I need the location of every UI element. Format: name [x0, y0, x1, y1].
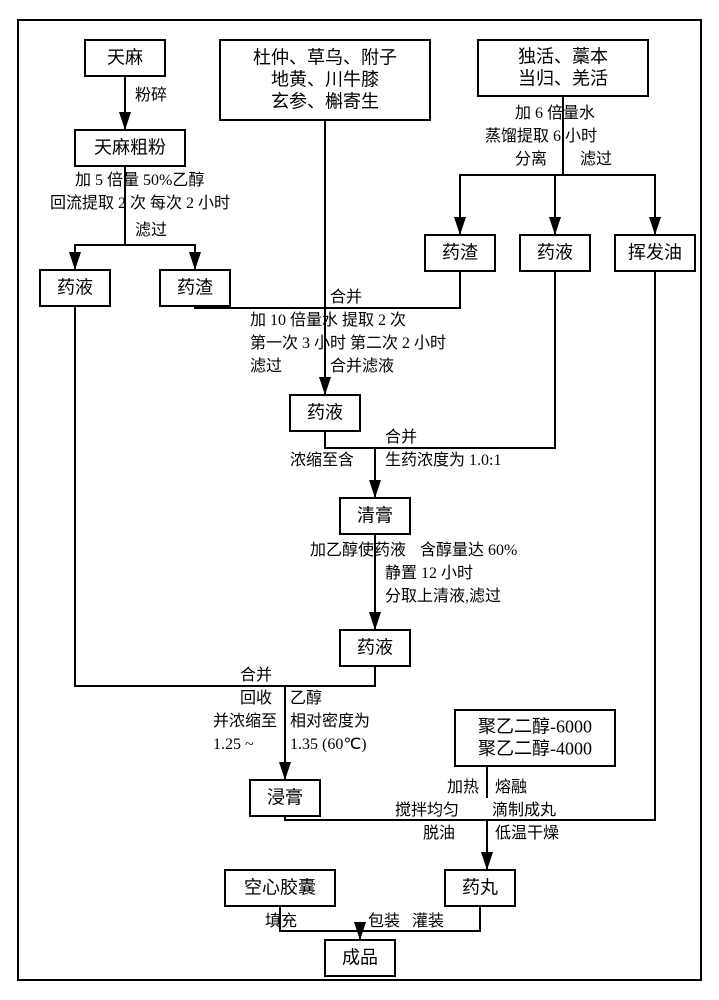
box-n14-line0: 聚乙二醇-6000 [478, 717, 592, 737]
annotation-a35: 灌装 [412, 912, 444, 930]
annotation-a33: 低温干燥 [495, 824, 559, 842]
edge-16 [285, 666, 375, 686]
edge-12 [325, 431, 375, 448]
box-n8: 药液 [40, 270, 110, 306]
box-n17-line0: 成品 [342, 948, 378, 968]
box-n4: 天麻粗粉 [75, 130, 185, 166]
box-n1: 天麻 [85, 40, 165, 76]
box-n2-line1: 地黄、川牛膝 [271, 70, 379, 90]
annotation-a12: 滤过 [250, 357, 282, 375]
box-n14-line1: 聚乙二醇-4000 [478, 739, 592, 759]
box-n12-line0: 药液 [357, 638, 393, 658]
box-n11-line0: 清膏 [357, 505, 393, 526]
box-n16: 药丸 [445, 870, 515, 906]
annotation-a19: 静置 12 小时 [385, 564, 473, 582]
annotation-a29: 熔融 [495, 778, 527, 796]
box-n14: 聚乙二醇-6000聚乙二醇-4000 [455, 710, 615, 766]
box-n8-line0: 药液 [57, 278, 93, 298]
box-n3-line0: 独活、藁本 [518, 47, 608, 67]
annotation-a27: 1.35 (60℃) [290, 736, 367, 753]
box-n2-line2: 玄参、槲寄生 [271, 92, 379, 112]
box-n9-line0: 药渣 [177, 278, 213, 298]
annotation-a28: 加热 [447, 778, 479, 796]
annotation-a9: 合并 [330, 288, 362, 306]
box-n1-line0: 天麻 [107, 48, 143, 68]
edge-2 [75, 245, 125, 270]
annotation-a17: 加乙醇使药液 [310, 541, 406, 559]
box-n10: 药液 [290, 395, 360, 431]
box-n7-line0: 挥发油 [628, 243, 682, 263]
annotation-a8: 滤过 [580, 150, 612, 168]
annotation-a25: 相对密度为 [290, 712, 370, 730]
edge-6 [555, 175, 563, 235]
edge-7 [563, 175, 655, 235]
box-n9: 药渣 [160, 270, 230, 306]
box-n2: 杜仲、草乌、附子地黄、川牛膝玄参、槲寄生 [220, 40, 430, 120]
box-n6: 药液 [520, 235, 590, 271]
edge-3 [125, 245, 195, 270]
annotation-a6: 蒸馏提取 6 小时 [485, 127, 597, 145]
annotation-a16: 生药浓度为 1.0:1 [385, 451, 501, 469]
box-n13: 浸膏 [250, 780, 320, 816]
annotation-a10: 加 10 倍量水 提取 2 次 [250, 311, 406, 329]
annotation-a32: 脱油 [423, 824, 455, 842]
annotation-a24: 并浓缩至 [213, 712, 277, 730]
box-n2-line0: 杜仲、草乌、附子 [253, 48, 397, 68]
box-n5-line0: 药渣 [442, 243, 478, 263]
annotation-a5: 加 6 倍量水 [515, 104, 595, 122]
box-n12: 药液 [340, 630, 410, 666]
annotation-a15: 浓缩至含 [290, 451, 354, 469]
box-n13-line0: 浸膏 [267, 787, 303, 808]
annotation-a13: 合并滤液 [330, 357, 394, 375]
annotation-a2: 加 5 倍量 50%乙醇 [75, 171, 204, 189]
box-n17: 成品 [325, 940, 395, 976]
box-n5: 药渣 [425, 235, 495, 271]
annotation-a30: 搅拌均匀 [395, 801, 459, 819]
box-n6-line0: 药液 [537, 243, 573, 263]
annotation-a26: 1.25 ~ [213, 736, 254, 753]
box-n7: 挥发油 [615, 235, 695, 271]
edge-13 [375, 271, 555, 448]
annotation-a21: 合并 [240, 666, 272, 684]
annotation-a3: 回流提取 2 次 每次 2 小时 [50, 194, 230, 212]
annotation-a31: 滴制成丸 [492, 801, 556, 819]
annotation-a1: 粉碎 [135, 86, 167, 104]
annotation-a18: 含醇量达 60% [420, 541, 517, 559]
box-n3: 独活、藁本当归、羌活 [478, 40, 648, 96]
annotation-a7: 分离 [515, 150, 547, 168]
box-n3-line1: 当归、羌活 [518, 69, 608, 89]
annotation-a14: 合并 [385, 428, 417, 446]
edge-5 [460, 175, 563, 235]
box-n15-line0: 空心胶囊 [244, 878, 316, 898]
box-n10-line0: 药液 [307, 403, 343, 423]
annotation-a4: 滤过 [135, 221, 167, 239]
box-n16-line0: 药丸 [462, 878, 498, 898]
annotation-a11: 第一次 3 小时 第二次 2 小时 [250, 334, 446, 352]
annotation-a23: 乙醇 [290, 689, 322, 707]
annotation-a22: 回收 [240, 689, 272, 707]
annotation-a20: 分取上清液,滤过 [385, 587, 501, 605]
box-n15: 空心胶囊 [225, 870, 335, 906]
annotation-a34: 填充 [265, 912, 297, 930]
annotation-a36: 包装 [368, 912, 400, 930]
box-n11: 清膏 [340, 498, 410, 534]
box-n4-line0: 天麻粗粉 [94, 138, 166, 158]
